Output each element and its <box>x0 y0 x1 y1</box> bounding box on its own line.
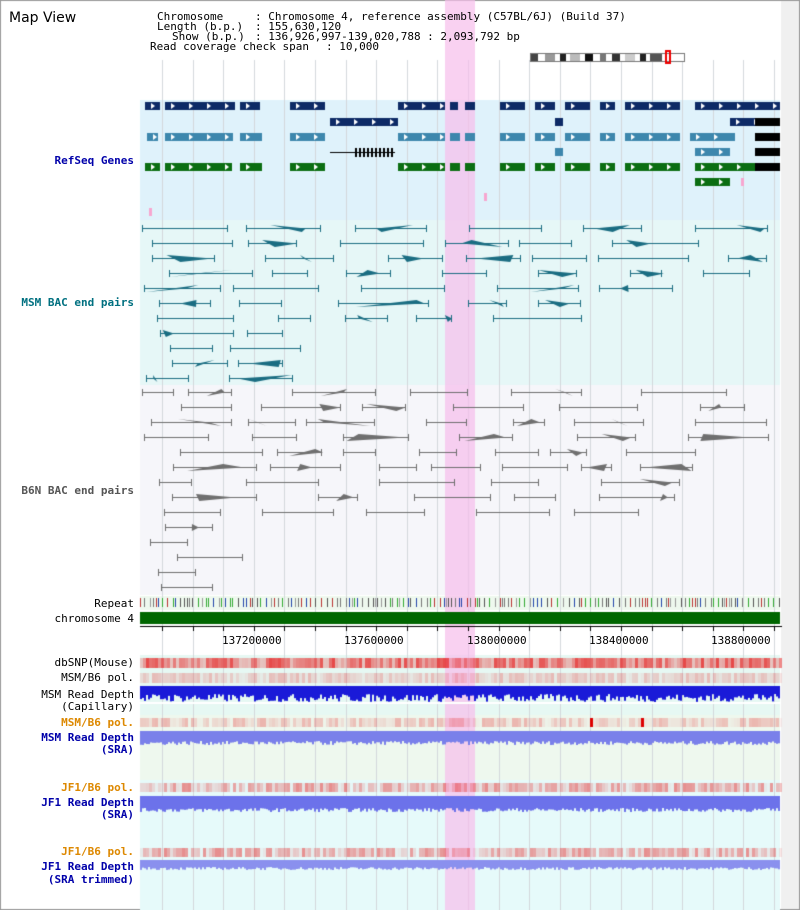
coverage-value: : 10,000 <box>326 40 379 53</box>
jf1-read-depth-label-2: (SRA) <box>100 808 134 821</box>
jf1-read-depth-trim-label-1: JF1 Read Depth <box>41 860 134 873</box>
chromosome-label: chromosome 4 <box>54 612 134 625</box>
chromosome-value: : Chromosome 4, reference assembly (C57B… <box>255 10 626 23</box>
msm-read-depth-sra-label-1: MSM Read Depth <box>41 731 134 744</box>
msm-read-depth-capillary-label-2: (Capillary) <box>61 700 134 713</box>
jf1-b6-pol-label: JF1/B6 pol. <box>61 781 134 794</box>
show-key: Show (b.p.) <box>172 30 245 43</box>
length-key: Length (b.p.) <box>157 20 244 33</box>
chromosome-key: Chromosome <box>157 10 250 23</box>
ruler-tick: 137600000 <box>344 634 404 647</box>
msm-read-depth-sra-label-2: (SRA) <box>100 743 134 756</box>
dbsnp-label: dbSNP(Mouse) <box>54 656 134 669</box>
ruler-tick: 138400000 <box>589 634 649 647</box>
coverage-key: Read coverage check span <box>150 40 309 53</box>
msm-b6-pol-sra-label: MSM/B6 pol. <box>61 716 134 729</box>
jf1-b6-pol-trim-label: JF1/B6 pol. <box>61 845 134 858</box>
msm-read-depth-capillary-label-1: MSM Read Depth <box>41 688 134 701</box>
ruler-tick: 138800000 <box>711 634 771 647</box>
jf1-read-depth-trim-label-2: (SRA trimmed) <box>47 873 134 886</box>
repeat-label: Repeat <box>94 597 134 610</box>
refseq-genes-label[interactable]: RefSeq Genes <box>54 154 134 167</box>
b6n-bac-label[interactable]: B6N BAC end pairs <box>21 484 134 497</box>
msm-b6-pol-label: MSM/B6 pol. <box>61 671 134 684</box>
length-value: : 155,630,120 <box>255 20 342 33</box>
ruler-tick: 137200000 <box>222 634 282 647</box>
jf1-read-depth-label-1: JF1 Read Depth <box>41 796 134 809</box>
ruler-tick: 138000000 <box>467 634 527 647</box>
show-value: : 136,926,997-139,020,788 : 2,093,792 bp <box>255 30 520 43</box>
map-view-title: Map View <box>9 10 77 26</box>
msm-bac-label[interactable]: MSM BAC end pairs <box>21 296 134 309</box>
